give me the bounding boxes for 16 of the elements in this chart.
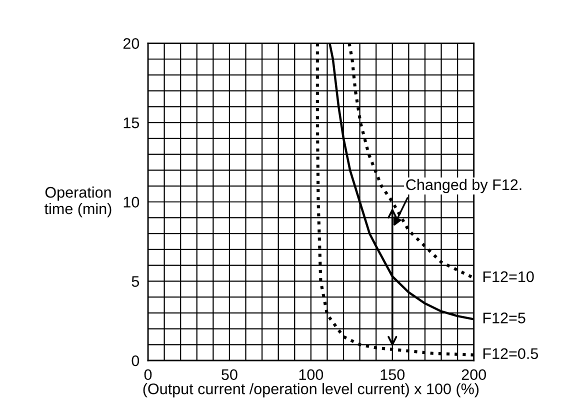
x-tick-label: 200 (462, 369, 486, 380)
x-tick-label: 150 (380, 369, 405, 380)
x-tick-label: 0 (144, 369, 152, 380)
annotation: Changed by F12. (406, 178, 522, 194)
y-tick-label: 5 (132, 276, 140, 287)
series-label: F12=0.5 (483, 348, 538, 360)
x-tick-label: 100 (299, 369, 324, 380)
x-axis-title: (Output current /operation level current) x 100 (%) (143, 383, 479, 398)
y-tick-label: 0 (132, 355, 140, 366)
y-tick-label: 15 (124, 118, 140, 128)
series-label: F12=10 (483, 271, 534, 282)
x-tick-label: 50 (222, 369, 238, 380)
series-label: F12=5 (483, 312, 526, 324)
y-tick-label: 10 (124, 196, 140, 208)
y-axis-title: Operation time (min) (44, 186, 112, 218)
y-tick-label: 20 (123, 38, 140, 49)
